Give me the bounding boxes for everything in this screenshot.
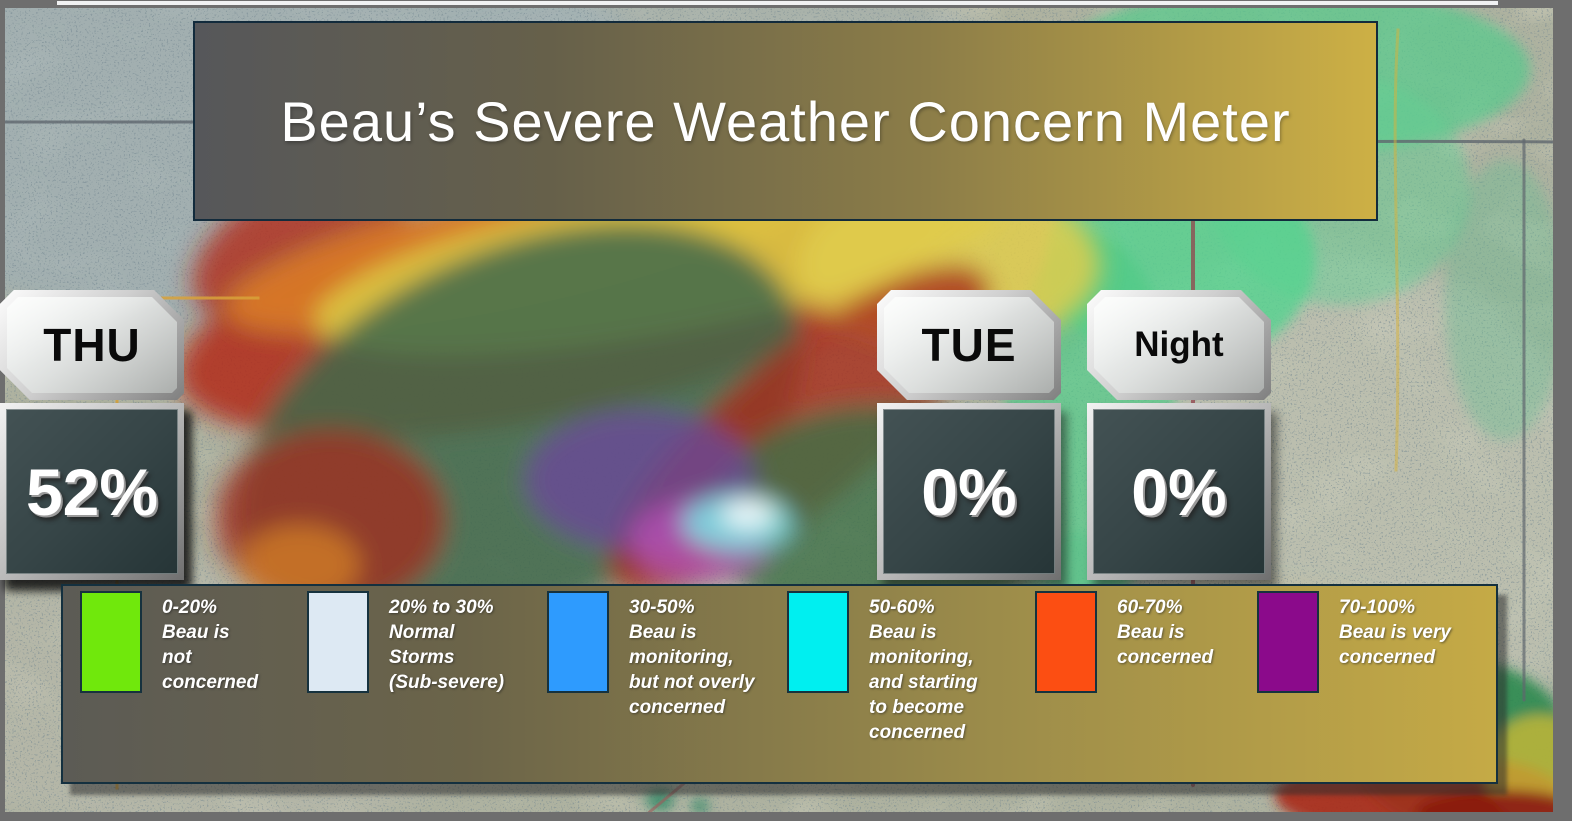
day-label: Night — [1087, 290, 1271, 400]
legend-description: Normal Storms (Sub-severe) — [389, 622, 505, 693]
legend-range: 50-60% — [869, 597, 935, 618]
legend-range: 60-70% — [1117, 597, 1183, 618]
legend-range: 0-20% — [162, 597, 217, 618]
legend-swatch — [307, 591, 369, 693]
day-label: TUE — [877, 290, 1061, 400]
slide-top-edge — [57, 1, 1498, 5]
legend-entry: 70-100% Beau is very concerned — [1339, 595, 1489, 670]
concern-value-box: 52% — [0, 403, 184, 580]
legend-entry: 0-20% Beau is not concerned — [162, 595, 312, 695]
legend-range: 20% to 30% — [389, 597, 494, 618]
forecast-card-tue: TUE 0% — [877, 290, 1061, 580]
legend-description: Beau is monitoring, and starting to beco… — [869, 622, 978, 743]
legend-swatch — [547, 591, 609, 693]
concern-value-box: 0% — [1087, 403, 1271, 580]
concern-value: 0% — [1131, 454, 1227, 529]
legend-description: Beau is very concerned — [1339, 622, 1451, 668]
legend-entry: 50-60% Beau is monitoring, and starting … — [869, 595, 1019, 745]
concern-value-box: 0% — [877, 403, 1061, 580]
legend-swatch — [1257, 591, 1319, 693]
day-label-text: TUE — [921, 319, 1017, 371]
page-title: Beau’s Severe Weather Concern Meter — [280, 89, 1291, 153]
concern-value: 52% — [25, 454, 159, 529]
concern-value: 0% — [921, 454, 1017, 529]
legend-swatch — [787, 591, 849, 693]
legend-description: Beau is not concerned — [162, 622, 259, 693]
legend-swatch — [1035, 591, 1097, 693]
forecast-card-tue-night: Night 0% — [1087, 290, 1271, 580]
legend-panel: 0-20% Beau is not concerned 20% to 30% N… — [61, 584, 1498, 784]
legend-description: Beau is monitoring, but not overly conce… — [629, 622, 755, 718]
legend-entry: 60-70% Beau is concerned — [1117, 595, 1252, 670]
day-label-text: Night — [1134, 325, 1224, 364]
legend-entry: 20% to 30% Normal Storms (Sub-severe) — [389, 595, 539, 695]
legend-description: Beau is concerned — [1117, 622, 1214, 668]
forecast-card-thu: THU 52% — [0, 290, 184, 580]
title-banner: Beau’s Severe Weather Concern Meter — [193, 21, 1378, 221]
day-label-text: THU — [43, 319, 141, 371]
legend-swatch — [80, 591, 142, 693]
legend-entry: 30-50% Beau is monitoring, but not overl… — [629, 595, 779, 720]
legend-range: 70-100% — [1339, 597, 1416, 618]
legend-range: 30-50% — [629, 597, 695, 618]
day-label: THU — [0, 290, 184, 400]
